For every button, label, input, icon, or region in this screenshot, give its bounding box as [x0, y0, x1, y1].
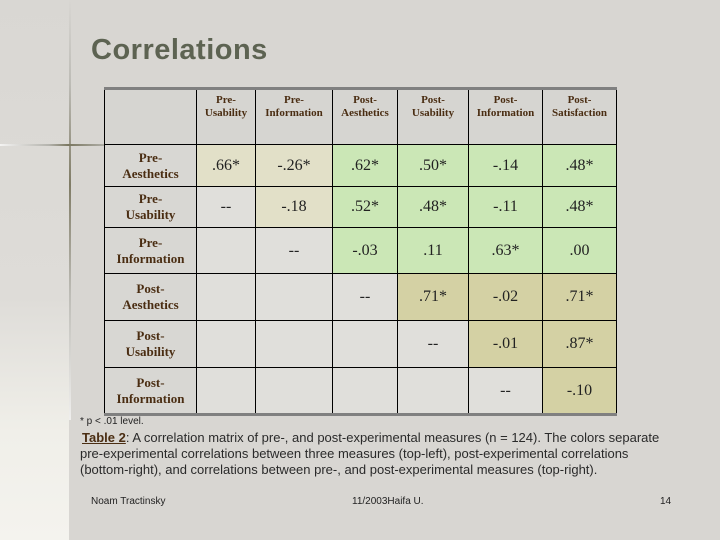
table-cell: .63*	[468, 227, 543, 274]
table-cell: .52*	[332, 186, 398, 228]
table-cell: -.01	[468, 320, 543, 368]
col-header: Post- Satisfaction	[542, 88, 617, 145]
table-cell	[332, 320, 398, 368]
footer-date-place: 11/2003Haifa U.	[352, 496, 424, 507]
table-cell: -.18	[255, 186, 333, 228]
corner-cell	[104, 88, 197, 145]
table-cell	[332, 367, 398, 415]
table-row: Pre- Usability -- -.18 .52* .48* -.11 .48…	[104, 186, 617, 228]
table-row: Post- Usability -- -.01 .87*	[104, 320, 617, 368]
table-cell: -.03	[332, 227, 398, 274]
table-caption: Table 2: A correlation matrix of pre-, a…	[80, 430, 680, 478]
row-header: Post- Aesthetics	[104, 273, 197, 321]
table-cell	[196, 273, 256, 321]
table-cell	[255, 320, 333, 368]
col-header: Post- Usability	[397, 88, 469, 145]
table-cell: .71*	[542, 273, 617, 321]
table-cell	[255, 367, 333, 415]
correlation-table: Pre- Usability Pre- Information Post- Aesth…	[104, 87, 617, 416]
col-header: Post- Aesthetics	[332, 88, 398, 145]
slide-title: Correlations	[91, 34, 268, 66]
table-cell: .87*	[542, 320, 617, 368]
table-cell: -.26*	[255, 144, 333, 187]
decorative-vertical-line	[69, 0, 71, 420]
table-cell: --	[397, 320, 469, 368]
table-cell: .66*	[196, 144, 256, 187]
col-header: Post- Information	[468, 88, 543, 145]
table-cell: -.11	[468, 186, 543, 228]
table-cell	[255, 273, 333, 321]
table-row: Pre- Information -- -.03 .11 .63* .00	[104, 227, 617, 274]
table-cell	[397, 367, 469, 415]
table-cell: --	[332, 273, 398, 321]
left-decorative-strip	[0, 0, 69, 540]
table-cell: -.10	[542, 367, 617, 415]
table-cell: .62*	[332, 144, 398, 187]
caption-text: : A correlation matrix of pre-, and post…	[80, 430, 660, 477]
decorative-horizontal-line	[0, 144, 196, 146]
caption-label: Table 2	[82, 430, 126, 445]
table-cell	[196, 320, 256, 368]
table-header-row: Pre- Usability Pre- Information Post- Aesth…	[104, 88, 617, 145]
table-row: Post- Information -- -.10	[104, 367, 617, 415]
significance-footnote: * p < .01 level.	[80, 416, 144, 427]
table-cell: --	[255, 227, 333, 274]
row-header: Pre- Information	[104, 227, 197, 274]
table-cell: -.14	[468, 144, 543, 187]
table-cell: .71*	[397, 273, 469, 321]
page-number: 14	[660, 496, 672, 507]
row-header: Post- Usability	[104, 320, 197, 368]
col-header: Pre- Usability	[196, 88, 256, 145]
row-header: Post- Information	[104, 367, 197, 415]
table-cell: -.02	[468, 273, 543, 321]
table-cell: --	[468, 367, 543, 415]
table-cell: .00	[542, 227, 617, 274]
row-header: Pre- Usability	[104, 186, 197, 228]
table-cell: .48*	[542, 144, 617, 187]
table-cell	[196, 227, 256, 274]
table-row: Pre- Aesthetics .66* -.26* .62* .50* -.14…	[104, 144, 617, 187]
col-header: Pre- Information	[255, 88, 333, 145]
footer-author: Noam Tractinsky	[91, 496, 166, 507]
table-cell: .11	[397, 227, 469, 274]
row-header: Pre- Aesthetics	[104, 144, 197, 187]
table-cell: .48*	[397, 186, 469, 228]
table-row: Post- Aesthetics -- .71* -.02 .71*	[104, 273, 617, 321]
table-cell: .48*	[542, 186, 617, 228]
table-cell: .50*	[397, 144, 469, 187]
table-cell: --	[196, 186, 256, 228]
table-cell	[196, 367, 256, 415]
